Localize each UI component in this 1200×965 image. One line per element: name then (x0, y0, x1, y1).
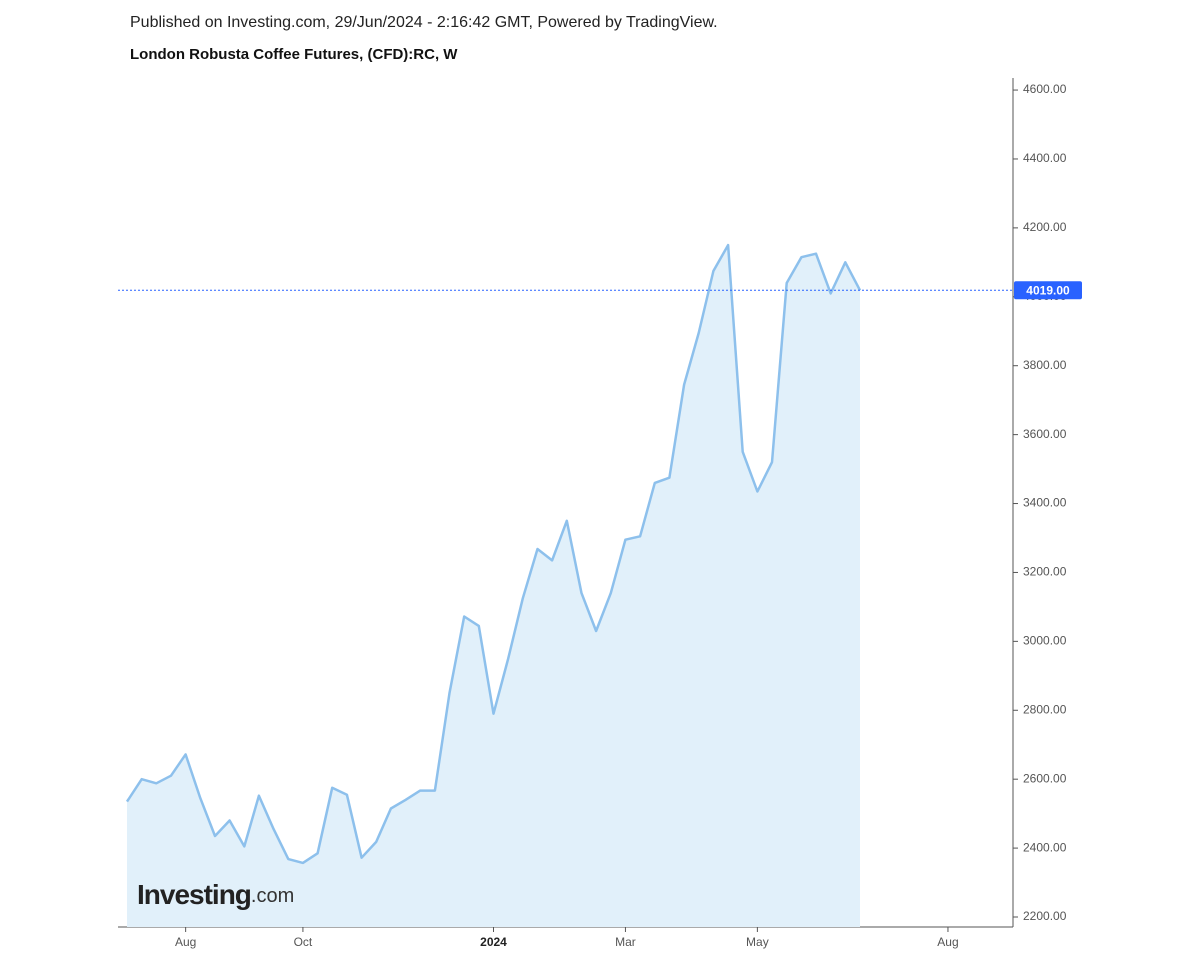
watermark-main: Investing (137, 879, 251, 910)
last-price-label: 4019.00 (1026, 283, 1070, 297)
y-tick-label: 4200.00 (1023, 220, 1067, 234)
chart-title: London Robusta Coffee Futures, (CFD):RC,… (130, 46, 458, 63)
x-tick-label: May (746, 935, 769, 949)
x-tick-label: 2024 (480, 935, 507, 949)
header: Published on Investing.com, 29/Jun/2024 … (130, 14, 718, 31)
area-fill (127, 245, 860, 928)
watermark-suffix: .com (251, 885, 294, 907)
y-tick-label: 2200.00 (1023, 909, 1067, 923)
y-tick-label: 4400.00 (1023, 151, 1067, 165)
y-tick-label: 3200.00 (1023, 565, 1067, 579)
price-line-series (125, 243, 862, 865)
y-tick-label: 3800.00 (1023, 358, 1067, 372)
y-tick-label: 3400.00 (1023, 496, 1067, 510)
x-tick-label: Mar (615, 935, 636, 949)
y-tick-label: 4600.00 (1023, 82, 1067, 96)
y-tick-label: 2800.00 (1023, 702, 1067, 716)
x-tick-label: Oct (294, 935, 313, 949)
y-tick-label: 2400.00 (1023, 840, 1067, 854)
watermark: Investing.com (137, 879, 294, 910)
y-tick-label: 3000.00 (1023, 634, 1067, 648)
y-tick-label: 3600.00 (1023, 427, 1067, 441)
y-tick-label: 2600.00 (1023, 771, 1067, 785)
last-price-badge (1014, 281, 1082, 300)
x-tick-label: Aug (175, 935, 196, 949)
x-tick-label: Aug (937, 935, 958, 949)
